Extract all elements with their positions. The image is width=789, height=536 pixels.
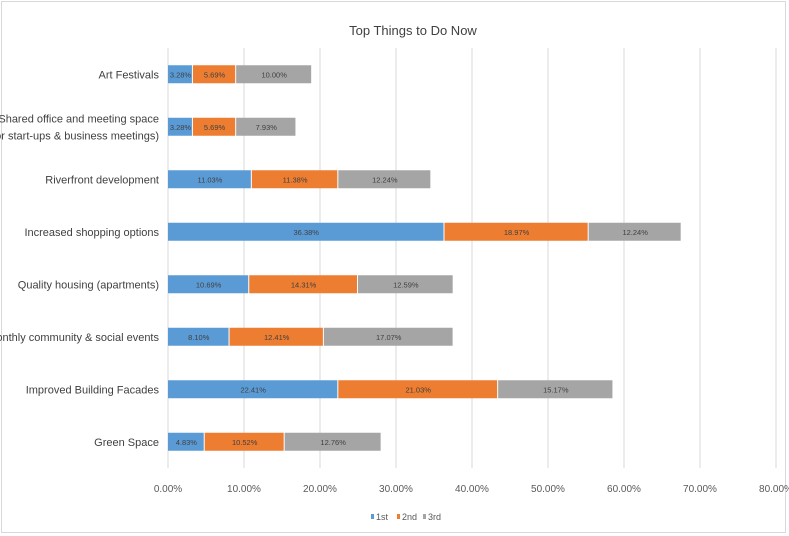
bar-3rd-3 xyxy=(588,222,681,241)
data-label: 5.69% xyxy=(204,123,226,132)
data-label: 18.97% xyxy=(504,228,530,237)
category-label: Art Festivals xyxy=(98,69,159,81)
data-label: 22.41% xyxy=(240,385,266,394)
data-label: 5.69% xyxy=(204,70,226,79)
data-label: 36.38% xyxy=(294,228,320,237)
data-label: 10.69% xyxy=(196,280,222,289)
data-label: 12.76% xyxy=(320,438,346,447)
x-tick-label: 10.00% xyxy=(227,484,261,495)
category-label: Monthly community & social events xyxy=(0,332,159,344)
bar-2nd-6 xyxy=(338,380,498,399)
data-label: 12.59% xyxy=(393,280,419,289)
bar-3rd-1 xyxy=(236,117,296,136)
bar-2nd-7 xyxy=(204,432,284,451)
bar-1st-6 xyxy=(168,380,338,399)
bar-2nd-5 xyxy=(229,327,323,346)
data-label: 21.03% xyxy=(406,385,432,394)
bars: 3.28% 5.69% 10.00% 3.28% 5.69% 7.93% 11.03% 11.… xyxy=(168,65,681,451)
bar-2nd-3 xyxy=(444,222,588,241)
legend: 1st 2nd 3rd xyxy=(371,512,441,522)
bar-3rd-5 xyxy=(323,327,453,346)
data-label: 11.38% xyxy=(283,175,308,184)
chart-title: Top Things to Do Now xyxy=(349,23,477,38)
bar-3rd-4 xyxy=(358,275,453,294)
bar-2nd-0 xyxy=(192,65,236,84)
x-tick-label: 60.00% xyxy=(607,484,641,495)
legend-swatch-1st xyxy=(371,514,374,519)
x-axis-ticks: 0.00% 10.00% 20.00% 30.00% 40.00% 50.00% 60.00… xyxy=(154,484,789,495)
bar-2nd-1 xyxy=(192,117,236,136)
data-label: 8.10% xyxy=(188,333,210,342)
bar-1st-7 xyxy=(168,432,204,451)
bar-1st-3 xyxy=(168,222,444,241)
bar-1st-0 xyxy=(168,65,192,84)
bar-3rd-7 xyxy=(284,432,381,451)
gridlines xyxy=(167,48,777,468)
bar-3rd-0 xyxy=(236,65,312,84)
bar-1st-5 xyxy=(168,327,229,346)
category-label: Shared office and meeting space (for star… xyxy=(0,113,159,142)
data-label: 14.31% xyxy=(291,280,317,289)
data-label: 12.24% xyxy=(622,228,648,237)
bar-1st-4 xyxy=(168,275,249,294)
legend-label: 3rd xyxy=(428,512,441,522)
data-label: 11.03% xyxy=(197,175,222,184)
bar-3rd-6 xyxy=(498,380,613,399)
x-tick-label: 40.00% xyxy=(455,484,489,495)
category-label: Improved Building Facades xyxy=(26,384,160,396)
x-tick-label: 50.00% xyxy=(531,484,565,495)
x-tick-label: 20.00% xyxy=(303,484,337,495)
data-label: 10.52% xyxy=(232,438,258,447)
legend-swatch-3rd xyxy=(423,514,426,519)
x-tick-label: 30.00% xyxy=(379,484,413,495)
legend-swatch-2nd xyxy=(397,514,400,519)
data-label: 10.00% xyxy=(261,70,287,79)
data-label: 15.17% xyxy=(543,385,569,394)
category-label: Green Space xyxy=(94,437,159,449)
data-label: 17.07% xyxy=(376,333,402,342)
data-label: 4.83% xyxy=(176,438,198,447)
bar-1st-2 xyxy=(168,170,251,189)
legend-label: 2nd xyxy=(402,512,417,522)
data-label: 3.28% xyxy=(170,70,192,79)
category-label: Increased shopping options xyxy=(24,227,159,239)
category-label: Riverfront development xyxy=(45,174,159,186)
data-label: 12.41% xyxy=(264,333,290,342)
x-tick-label: 0.00% xyxy=(154,484,182,495)
data-label: 7.93% xyxy=(256,123,278,132)
x-tick-label: 80.00% xyxy=(759,484,789,495)
bar-2nd-2 xyxy=(251,170,338,189)
x-tick-label: 70.00% xyxy=(683,484,717,495)
data-label: 3.28% xyxy=(170,123,192,132)
legend-label: 1st xyxy=(376,512,389,522)
category-label: Quality housing (apartments) xyxy=(18,279,159,291)
bar-2nd-4 xyxy=(249,275,357,294)
bar-3rd-2 xyxy=(338,170,431,189)
bar-1st-1 xyxy=(168,117,192,136)
category-labels: Art Festivals Shared office and meeting s… xyxy=(0,69,159,449)
data-label: 12.24% xyxy=(372,175,398,184)
